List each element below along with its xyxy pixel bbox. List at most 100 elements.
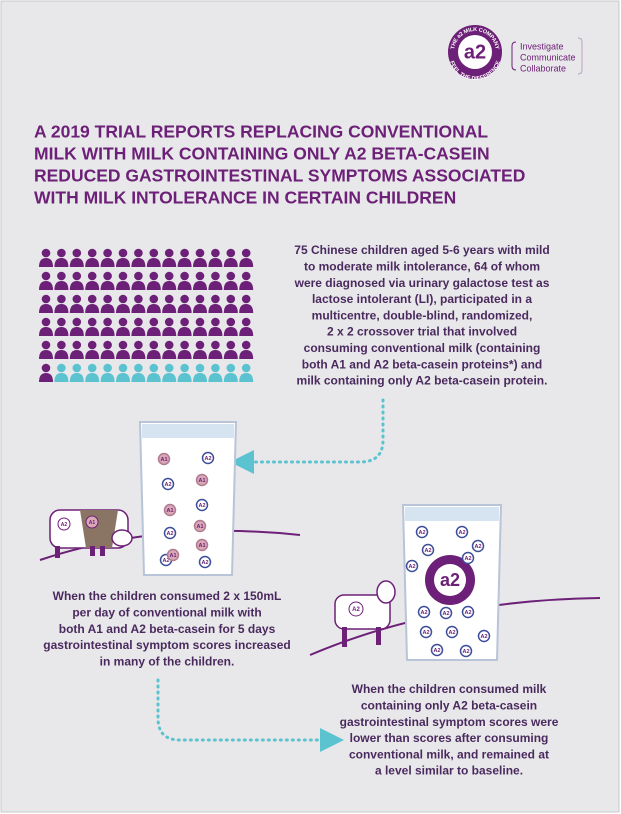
person-icon <box>85 248 100 267</box>
casein-bubble <box>163 503 177 517</box>
person-icon <box>69 340 84 359</box>
person-head <box>41 271 51 281</box>
person-head <box>226 294 236 304</box>
person-body <box>177 258 192 267</box>
person-head <box>226 340 236 350</box>
glass <box>138 421 238 576</box>
person-icon <box>208 317 223 336</box>
casein-bubble <box>445 625 459 639</box>
person-head <box>72 317 82 327</box>
person-head <box>72 294 82 304</box>
person-body <box>54 350 69 359</box>
person-head <box>180 271 189 281</box>
casein-bubble <box>163 526 177 540</box>
person-body <box>162 281 177 290</box>
casein-label: A2 <box>408 564 415 570</box>
person-head <box>118 248 128 258</box>
person-head <box>195 294 205 304</box>
person-head <box>57 363 66 373</box>
cow <box>49 509 133 558</box>
person-icon <box>177 363 192 382</box>
person-body <box>239 327 254 336</box>
person-head <box>134 248 143 258</box>
person-icon <box>208 248 223 267</box>
flow-arrow <box>156 678 344 752</box>
person-body <box>85 304 100 313</box>
person-icon <box>39 294 53 313</box>
person-icon <box>131 248 146 267</box>
person-body <box>208 350 223 359</box>
person-body <box>223 327 238 336</box>
person-head <box>149 294 159 304</box>
person-icon <box>131 294 146 313</box>
person-head <box>226 363 236 373</box>
casein-bubble <box>198 555 212 569</box>
person-body <box>239 281 254 290</box>
person-head <box>103 248 112 258</box>
person-icon <box>193 340 207 359</box>
caption-line: When the children consumed milk <box>352 682 547 696</box>
person-icon <box>39 271 53 290</box>
person-icon <box>69 271 84 290</box>
person-body <box>223 373 238 382</box>
person-icon <box>54 340 69 359</box>
casein-bubble <box>455 525 469 539</box>
casein-bubble <box>419 625 433 639</box>
casein-label: A2 <box>418 530 425 536</box>
person-body <box>116 304 130 313</box>
person-body <box>223 281 238 290</box>
person-icon <box>193 317 207 336</box>
person-icon <box>177 317 192 336</box>
person-icon <box>239 294 254 313</box>
person-icon <box>177 340 192 359</box>
person-icon <box>116 317 130 336</box>
person-body <box>131 304 146 313</box>
person-body <box>116 258 130 267</box>
person-icon <box>162 248 177 267</box>
person-icon <box>162 363 177 382</box>
person-body <box>208 281 223 290</box>
caption-line: lower than scores after consuming <box>350 731 549 745</box>
person-body <box>239 258 254 267</box>
person-icon <box>193 294 207 313</box>
caption-line: in many of the children. <box>100 654 235 668</box>
person-head <box>118 271 128 281</box>
person-icon <box>208 363 223 382</box>
person-head <box>87 363 97 373</box>
caption-line: per day of conventional milk with <box>72 605 261 619</box>
person-head <box>103 363 112 373</box>
tagline: Collaborate <box>520 63 566 73</box>
person-icon <box>223 317 238 336</box>
casein-bubble <box>195 538 209 552</box>
person-head <box>180 294 189 304</box>
person-icon <box>239 271 254 290</box>
person-icon <box>69 248 84 267</box>
cow-label: A2 <box>352 607 360 613</box>
person-icon <box>208 340 223 359</box>
casein-bubble <box>417 605 431 619</box>
person-head <box>164 340 174 350</box>
casein-bubble <box>195 498 209 512</box>
person-icon <box>146 317 161 336</box>
person-body <box>208 327 223 336</box>
intro-line: milk containing only A2 beta-casein prot… <box>297 374 548 388</box>
person-head <box>134 340 143 350</box>
person-icon <box>177 294 192 313</box>
casein-bubble <box>459 644 473 658</box>
person-icon <box>193 363 207 382</box>
casein-bubble <box>157 452 171 466</box>
title-line: MILK WITH MILK CONTAINING ONLY A2 BETA-C… <box>34 144 490 164</box>
person-head <box>149 271 159 281</box>
person-head <box>41 317 51 327</box>
person-body <box>162 258 177 267</box>
casein-label: A2 <box>198 503 205 509</box>
person-icon <box>100 248 115 267</box>
person-head <box>41 248 51 258</box>
person-head <box>211 363 220 373</box>
person-icon <box>39 248 53 267</box>
glass-top <box>142 424 234 438</box>
casein-bubble <box>161 477 175 491</box>
person-body <box>100 258 115 267</box>
casein-bubble <box>430 643 444 657</box>
